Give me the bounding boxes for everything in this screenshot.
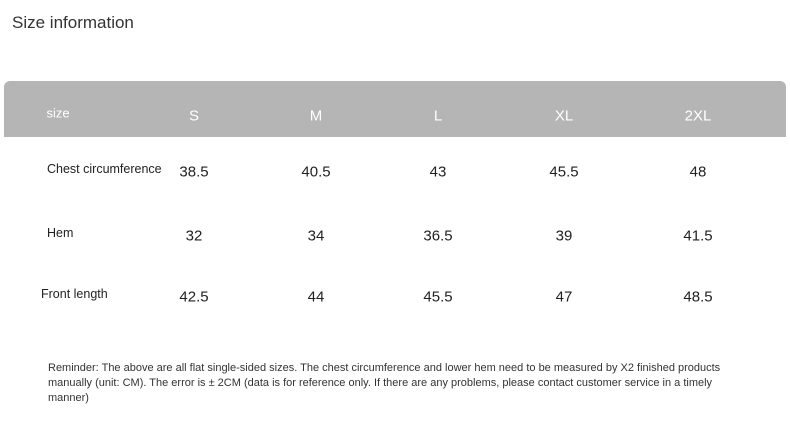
column-header: 2XL — [684, 107, 712, 125]
table-cell: 41.5 — [683, 227, 713, 245]
table-cell: 45.5 — [423, 288, 453, 306]
reminder-note: Reminder: The above are all flat single-… — [48, 362, 721, 404]
column-header: M — [309, 107, 323, 125]
table-cell: 40.5 — [301, 163, 331, 181]
table-cell: 48.5 — [683, 288, 713, 306]
table-cell: 43 — [429, 163, 447, 181]
table-cell: 34 — [307, 227, 325, 245]
page-title: Size information — [12, 13, 134, 32]
table-cell: 32 — [185, 227, 203, 245]
table-cell: 48 — [689, 163, 707, 181]
table-header-band — [4, 81, 786, 137]
table-cell: 47 — [555, 288, 573, 306]
column-header: XL — [554, 107, 574, 125]
column-header: size — [46, 105, 70, 121]
row-label: Front length — [41, 287, 108, 301]
row-label: Hem — [47, 226, 74, 240]
column-header: L — [433, 107, 443, 125]
table-cell: 39 — [555, 227, 573, 245]
table-cell: 42.5 — [179, 288, 209, 306]
column-header: S — [188, 107, 200, 125]
table-cell: 45.5 — [549, 163, 579, 181]
table-cell: 38.5 — [179, 163, 209, 181]
row-label: Chest circumference — [47, 162, 162, 176]
table-cell: 36.5 — [423, 227, 453, 245]
table-cell: 44 — [307, 288, 325, 306]
